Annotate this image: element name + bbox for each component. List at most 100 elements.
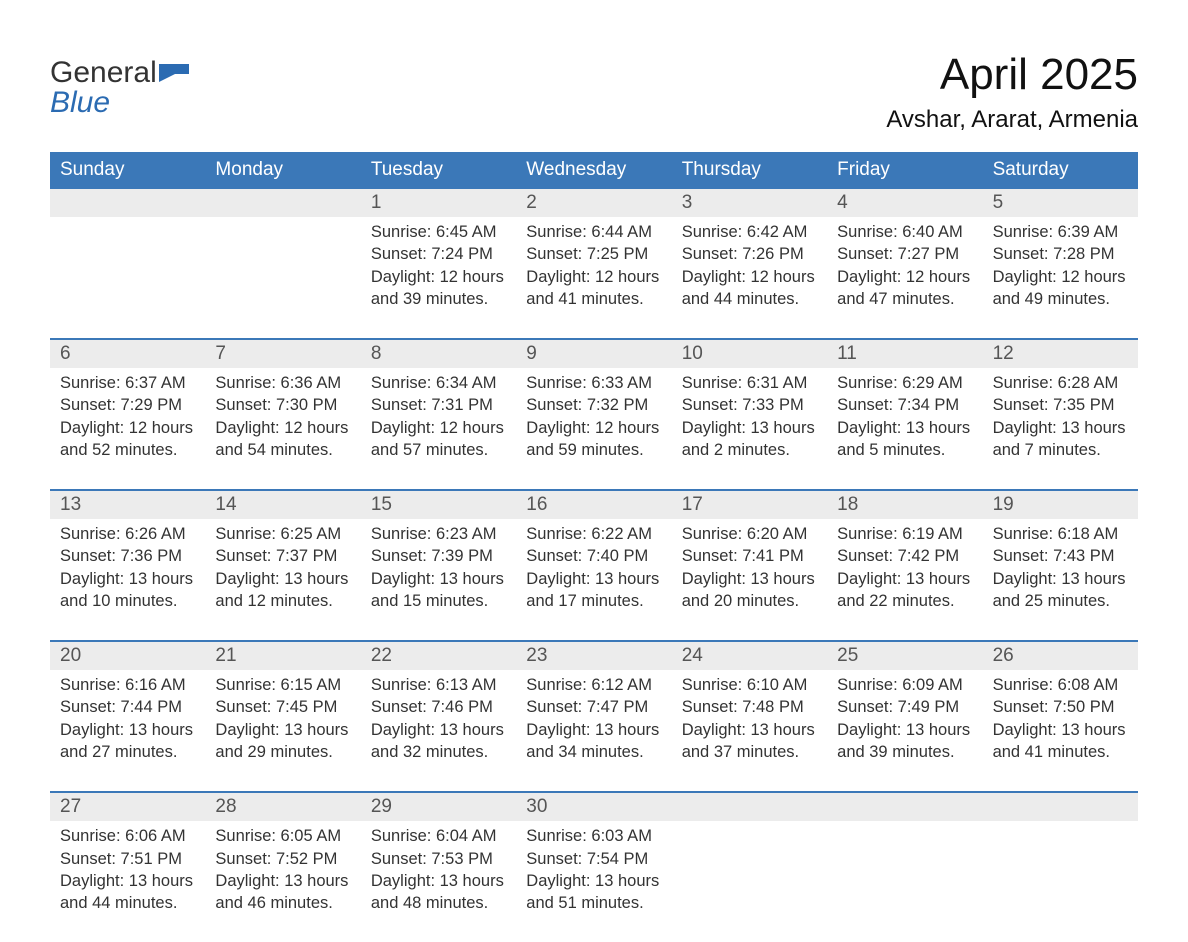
day-number: 11 <box>827 340 982 368</box>
daylight-text: Daylight: 13 hours and 22 minutes. <box>837 568 972 613</box>
sunrise-text: Sunrise: 6:20 AM <box>682 523 817 545</box>
daylight-text: Daylight: 13 hours and 20 minutes. <box>682 568 817 613</box>
sunrise-text: Sunrise: 6:10 AM <box>682 674 817 696</box>
day-content: Sunrise: 6:22 AMSunset: 7:40 PMDaylight:… <box>516 519 671 640</box>
day-content: Sunrise: 6:40 AMSunset: 7:27 PMDaylight:… <box>827 217 982 338</box>
day-content <box>205 217 360 338</box>
day-number: 19 <box>983 491 1138 519</box>
daylight-text: Daylight: 13 hours and 27 minutes. <box>60 719 195 764</box>
daylight-text: Daylight: 12 hours and 59 minutes. <box>526 417 661 462</box>
sunset-text: Sunset: 7:37 PM <box>215 545 350 567</box>
day-number: 12 <box>983 340 1138 368</box>
sunset-text: Sunset: 7:52 PM <box>215 848 350 870</box>
day-number: 15 <box>361 491 516 519</box>
daycontent-row: Sunrise: 6:26 AMSunset: 7:36 PM Daylight:… <box>50 519 1138 640</box>
weekday-monday: Monday <box>205 152 360 189</box>
daynum-row: 13141516171819 <box>50 491 1138 519</box>
sunrise-text: Sunrise: 6:45 AM <box>371 221 506 243</box>
daylight-text: Daylight: 12 hours and 39 minutes. <box>371 266 506 311</box>
calendar: Sunday Monday Tuesday Wednesday Thursday… <box>50 152 1138 942</box>
day-content: Sunrise: 6:12 AMSunset: 7:47 PMDaylight:… <box>516 670 671 791</box>
daylight-text: Daylight: 12 hours and 57 minutes. <box>371 417 506 462</box>
sunrise-text: Sunrise: 6:12 AM <box>526 674 661 696</box>
daynum-row: 12345 <box>50 189 1138 217</box>
sunset-text: Sunset: 7:45 PM <box>215 696 350 718</box>
day-content: Sunrise: 6:05 AMSunset: 7:52 PMDaylight:… <box>205 821 360 942</box>
sunset-text: Sunset: 7:54 PM <box>526 848 661 870</box>
sunrise-text: Sunrise: 6:03 AM <box>526 825 661 847</box>
daylight-text: Daylight: 13 hours and 12 minutes. <box>215 568 350 613</box>
day-content: Sunrise: 6:16 AMSunset: 7:44 PMDaylight:… <box>50 670 205 791</box>
daylight-text: Daylight: 13 hours and 34 minutes. <box>526 719 661 764</box>
day-number: 10 <box>672 340 827 368</box>
sunrise-text: Sunrise: 6:09 AM <box>837 674 972 696</box>
day-content: Sunrise: 6:26 AMSunset: 7:36 PMDaylight:… <box>50 519 205 640</box>
daylight-text: Daylight: 13 hours and 29 minutes. <box>215 719 350 764</box>
daylight-text: Daylight: 13 hours and 7 minutes. <box>993 417 1128 462</box>
sunrise-text: Sunrise: 6:40 AM <box>837 221 972 243</box>
day-number: 8 <box>361 340 516 368</box>
sunrise-text: Sunrise: 6:39 AM <box>993 221 1128 243</box>
day-content: Sunrise: 6:18 AMSunset: 7:43 PMDaylight:… <box>983 519 1138 640</box>
sunset-text: Sunset: 7:29 PM <box>60 394 195 416</box>
day-number <box>50 189 205 217</box>
day-content: Sunrise: 6:19 AMSunset: 7:42 PMDaylight:… <box>827 519 982 640</box>
sunset-text: Sunset: 7:28 PM <box>993 243 1128 265</box>
sunrise-text: Sunrise: 6:23 AM <box>371 523 506 545</box>
sunset-text: Sunset: 7:40 PM <box>526 545 661 567</box>
day-number: 22 <box>361 642 516 670</box>
day-number: 17 <box>672 491 827 519</box>
day-content <box>983 821 1138 942</box>
sunset-text: Sunset: 7:49 PM <box>837 696 972 718</box>
day-number: 30 <box>516 793 671 821</box>
daylight-text: Daylight: 13 hours and 2 minutes. <box>682 417 817 462</box>
daylight-text: Daylight: 13 hours and 15 minutes. <box>371 568 506 613</box>
sunset-text: Sunset: 7:53 PM <box>371 848 506 870</box>
day-content: Sunrise: 6:23 AMSunset: 7:39 PMDaylight:… <box>361 519 516 640</box>
weekday-thursday: Thursday <box>672 152 827 189</box>
sunset-text: Sunset: 7:33 PM <box>682 394 817 416</box>
day-content: Sunrise: 6:44 AMSunset: 7:25 PMDaylight:… <box>516 217 671 338</box>
sunrise-text: Sunrise: 6:26 AM <box>60 523 195 545</box>
sunset-text: Sunset: 7:43 PM <box>993 545 1128 567</box>
sunset-text: Sunset: 7:47 PM <box>526 696 661 718</box>
daylight-text: Daylight: 12 hours and 47 minutes. <box>837 266 972 311</box>
sunrise-text: Sunrise: 6:06 AM <box>60 825 195 847</box>
daynum-row: 27282930 <box>50 793 1138 821</box>
weekday-saturday: Saturday <box>983 152 1138 189</box>
day-number: 7 <box>205 340 360 368</box>
day-number: 23 <box>516 642 671 670</box>
sunrise-text: Sunrise: 6:36 AM <box>215 372 350 394</box>
day-content: Sunrise: 6:15 AMSunset: 7:45 PMDaylight:… <box>205 670 360 791</box>
logo: General Blue <box>50 50 193 118</box>
day-content: Sunrise: 6:03 AMSunset: 7:54 PMDaylight:… <box>516 821 671 942</box>
day-content <box>50 217 205 338</box>
flag-icon <box>159 60 193 86</box>
sunset-text: Sunset: 7:31 PM <box>371 394 506 416</box>
sunrise-text: Sunrise: 6:25 AM <box>215 523 350 545</box>
logo-line1: General <box>50 58 157 88</box>
title-block: April 2025 Avshar, Ararat, Armenia <box>886 50 1138 148</box>
week: 6789101112Sunrise: 6:37 AMSunset: 7:29 P… <box>50 338 1138 489</box>
day-number: 1 <box>361 189 516 217</box>
day-content: Sunrise: 6:29 AMSunset: 7:34 PMDaylight:… <box>827 368 982 489</box>
day-content: Sunrise: 6:04 AMSunset: 7:53 PMDaylight:… <box>361 821 516 942</box>
daylight-text: Daylight: 13 hours and 41 minutes. <box>993 719 1128 764</box>
day-content: Sunrise: 6:09 AMSunset: 7:49 PMDaylight:… <box>827 670 982 791</box>
day-number: 4 <box>827 189 982 217</box>
weekday-wednesday: Wednesday <box>516 152 671 189</box>
daycontent-row: Sunrise: 6:45 AMSunset: 7:24 PMDaylight:… <box>50 217 1138 338</box>
daylight-text: Daylight: 12 hours and 44 minutes. <box>682 266 817 311</box>
sunset-text: Sunset: 7:50 PM <box>993 696 1128 718</box>
sunrise-text: Sunrise: 6:28 AM <box>993 372 1128 394</box>
sunrise-text: Sunrise: 6:15 AM <box>215 674 350 696</box>
sunset-text: Sunset: 7:36 PM <box>60 545 195 567</box>
day-number: 5 <box>983 189 1138 217</box>
day-number: 2 <box>516 189 671 217</box>
weekday-tuesday: Tuesday <box>361 152 516 189</box>
weekday-friday: Friday <box>827 152 982 189</box>
logo-line2: Blue <box>50 88 157 118</box>
day-content: Sunrise: 6:42 AMSunset: 7:26 PMDaylight:… <box>672 217 827 338</box>
sunrise-text: Sunrise: 6:16 AM <box>60 674 195 696</box>
day-number: 24 <box>672 642 827 670</box>
